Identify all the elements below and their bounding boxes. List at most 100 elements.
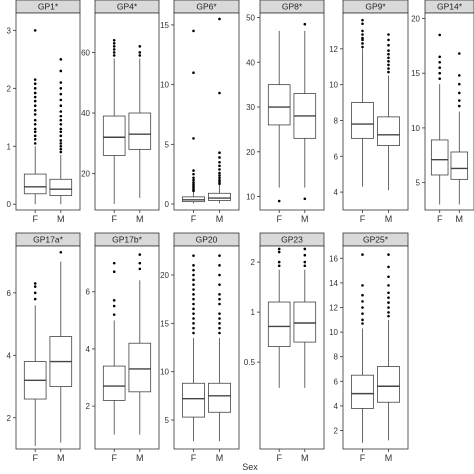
outlier-point bbox=[59, 139, 63, 142]
y-tick-label: 12 bbox=[329, 304, 338, 313]
outlier-point bbox=[361, 33, 364, 36]
x-tick-label: F bbox=[360, 214, 366, 224]
outlier-point bbox=[59, 58, 63, 61]
outlier-point bbox=[387, 70, 390, 74]
outlier-point bbox=[33, 95, 37, 99]
outlier-point bbox=[59, 144, 63, 148]
outlier-point bbox=[361, 318, 364, 322]
y-tick-label: 20 bbox=[411, 14, 420, 23]
y-tick-label: 10 bbox=[411, 124, 420, 133]
y-tick-label: 20 bbox=[246, 148, 255, 157]
iqr-box bbox=[351, 374, 374, 409]
y-tick-label: 6 bbox=[86, 288, 91, 297]
outlier-point bbox=[33, 118, 37, 122]
outlier-point bbox=[387, 314, 390, 318]
facet-panel: GP20 5 10 15 20 F M bbox=[160, 232, 240, 463]
box-group bbox=[49, 250, 73, 443]
outlier-point bbox=[112, 54, 116, 57]
outlier-point bbox=[192, 293, 195, 296]
box-group bbox=[182, 254, 205, 442]
y-tick-label: 60 bbox=[81, 48, 90, 57]
panel-border bbox=[342, 245, 409, 450]
outlier-point bbox=[218, 174, 221, 177]
outlier-point bbox=[33, 130, 37, 134]
y-tick-label: 10 bbox=[329, 81, 338, 90]
outlier-point bbox=[303, 247, 307, 251]
outlier-point bbox=[192, 317, 195, 320]
x-tick-label: M bbox=[385, 214, 393, 224]
outlier-point bbox=[387, 275, 390, 279]
outlier-point bbox=[192, 297, 195, 301]
outlier-point bbox=[361, 22, 364, 26]
outlier-point bbox=[33, 78, 37, 81]
outlier-point bbox=[218, 17, 221, 21]
y-tick-label: 0 bbox=[165, 200, 170, 209]
outlier-point bbox=[387, 33, 390, 36]
outlier-point bbox=[218, 317, 221, 320]
outlier-point bbox=[218, 176, 221, 180]
outlier-point bbox=[59, 142, 63, 145]
outlier-point bbox=[438, 77, 442, 80]
outlier-point bbox=[458, 99, 461, 102]
outlier-point bbox=[138, 45, 142, 48]
x-tick-label: F bbox=[191, 214, 197, 224]
x-tick-label: F bbox=[191, 453, 197, 463]
outlier-point bbox=[192, 184, 195, 188]
outlier-point bbox=[192, 186, 195, 190]
outlier-point bbox=[192, 254, 195, 257]
outlier-point bbox=[277, 199, 281, 203]
outlier-point bbox=[192, 283, 195, 286]
x-tick-label: F bbox=[437, 214, 443, 224]
outlier-point bbox=[192, 331, 195, 335]
iqr-box bbox=[377, 116, 400, 146]
outlier-point bbox=[361, 38, 364, 42]
outlier-point bbox=[387, 38, 390, 42]
iqr-box bbox=[128, 342, 152, 393]
outlier-point bbox=[387, 60, 390, 63]
outlier-point bbox=[438, 55, 442, 59]
outlier-point bbox=[192, 172, 195, 176]
outlier-point bbox=[303, 22, 307, 26]
outlier-point bbox=[458, 104, 461, 108]
outlier-point bbox=[387, 311, 390, 314]
outlier-point bbox=[33, 109, 37, 112]
outlier-point bbox=[361, 284, 364, 287]
y-tick-label: 1 bbox=[251, 308, 256, 317]
outlier-point bbox=[138, 253, 142, 256]
y-tick-label: 50 bbox=[246, 13, 255, 22]
outlier-point bbox=[59, 250, 63, 254]
outlier-point bbox=[361, 300, 364, 303]
outlier-point bbox=[218, 264, 221, 267]
outlier-point bbox=[192, 302, 195, 306]
facet-strip-label: GP1* bbox=[38, 2, 59, 12]
y-tick-label: 5 bbox=[165, 140, 170, 149]
facet-strip-label: GP17a* bbox=[33, 235, 63, 245]
outlier-point bbox=[112, 38, 116, 42]
outlier-point bbox=[138, 51, 142, 54]
iqr-box bbox=[23, 173, 47, 195]
outlier-point bbox=[361, 29, 364, 33]
outlier-point bbox=[387, 291, 390, 295]
x-tick-label: F bbox=[360, 453, 366, 463]
panel-border bbox=[173, 12, 240, 211]
y-tick-label: 5 bbox=[165, 416, 170, 425]
iqr-box bbox=[450, 151, 469, 180]
box-group bbox=[102, 261, 126, 435]
facet-strip-label: GP20 bbox=[196, 235, 218, 245]
outlier-point bbox=[33, 113, 37, 116]
outlier-point bbox=[303, 197, 307, 201]
x-tick-label: M bbox=[301, 214, 309, 224]
outlier-point bbox=[277, 260, 281, 264]
outlier-point bbox=[458, 82, 461, 86]
outlier-point bbox=[112, 270, 116, 274]
box-group bbox=[102, 38, 126, 204]
box-group bbox=[351, 18, 374, 187]
box-group bbox=[208, 17, 231, 204]
outlier-point bbox=[218, 151, 221, 154]
x-tick-label: M bbox=[136, 453, 144, 463]
y-tick-label: 14 bbox=[329, 279, 338, 288]
outlier-point bbox=[218, 297, 221, 301]
outlier-point bbox=[303, 264, 307, 268]
y-tick-label: 20 bbox=[81, 170, 90, 179]
